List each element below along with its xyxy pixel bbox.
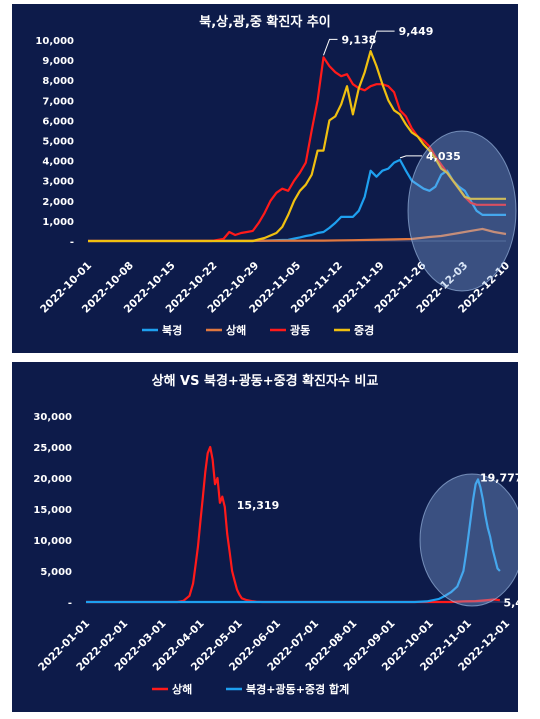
y-tick-label: 20,000: [33, 474, 72, 485]
y-tick-label: 5,000: [40, 567, 72, 578]
chart-bottom-svg: 상해 VS 북경+광동+중경 확진자수 비교 30,000 25,000 20,000…: [33, 373, 518, 696]
legend-label: 북경+광동+중경 합계: [246, 682, 349, 696]
series-line-1: [86, 478, 501, 604]
annotation-leader: [399, 155, 423, 159]
annotation-label: 9,138: [341, 33, 376, 46]
series-line-1: [87, 227, 507, 243]
annotation-label: 15,319: [237, 499, 279, 512]
y-tick-label: 25,000: [33, 443, 72, 454]
annotation-leader: [323, 38, 338, 56]
y-tick-label: 6,000: [42, 116, 74, 127]
y-tick-label: 7,000: [42, 96, 74, 107]
y-tick-label: 1,000: [42, 217, 74, 228]
y-tick-label: 15,000: [33, 505, 72, 516]
series-line-3: [88, 49, 506, 243]
y-tick-label: -: [70, 237, 74, 248]
chart-title: 북,상,광,중 확진자 추이: [199, 14, 331, 30]
annotation-label: 19,777: [480, 471, 518, 484]
y-tick-label: 30,000: [33, 412, 72, 423]
chart-panel-top: 북,상,광,중 확진자 추이 10,000 9,000 8,000 7,000 6,000…: [12, 4, 518, 353]
y-tick-label: 3,000: [42, 177, 74, 188]
annotation-label: 5,411: [503, 596, 518, 609]
y-tick-label: -: [68, 598, 72, 609]
legend-label: 상해: [226, 323, 246, 337]
annotation-label: 9,449: [399, 25, 434, 38]
legend-label: 중경: [354, 323, 374, 337]
legend-label: 북경: [162, 323, 182, 337]
y-tick-label: 10,000: [35, 36, 74, 47]
y-tick-label: 8,000: [42, 76, 74, 87]
y-tick-label: 2,000: [42, 197, 74, 208]
legend-label: 광동: [290, 324, 310, 337]
highlight-ellipse: [407, 130, 517, 292]
legend-label: 상해: [172, 682, 192, 696]
chart-title: 상해 VS 북경+광동+중경 확진자수 비교: [152, 373, 379, 389]
series-line-0: [88, 158, 506, 243]
y-tick-label: 10,000: [33, 536, 72, 547]
y-tick-label: 4,000: [42, 157, 74, 168]
y-tick-label: 9,000: [42, 56, 74, 67]
chart-panel-bottom: 상해 VS 북경+광동+중경 확진자수 비교 30,000 25,000 20,000…: [12, 362, 518, 712]
y-tick-label: 5,000: [42, 137, 74, 148]
annotation-leader: [370, 30, 395, 50]
chart-top-svg: 북,상,광,중 확진자 추이 10,000 9,000 8,000 7,000 6,000…: [35, 14, 517, 337]
highlight-ellipse: [419, 473, 518, 607]
annotation-label: 4,035: [426, 150, 461, 163]
